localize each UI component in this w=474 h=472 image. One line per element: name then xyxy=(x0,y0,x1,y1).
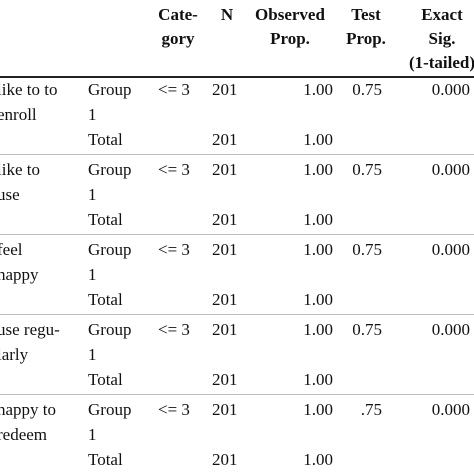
group-label: 1 xyxy=(88,425,97,444)
total-observed-cell: 1.00 xyxy=(303,210,333,229)
group-label: 1 xyxy=(88,345,97,364)
test-cell: .75 xyxy=(360,400,382,419)
total-label: Total xyxy=(88,290,123,309)
group-label: Group xyxy=(88,160,132,179)
header-cell: Exact xyxy=(421,5,463,24)
category-cell: <= 3 xyxy=(158,240,190,259)
group-label: Group xyxy=(88,80,132,99)
row-rule xyxy=(0,314,474,315)
row-rule xyxy=(0,76,474,78)
row-label: use xyxy=(0,185,20,204)
row-label: enroll xyxy=(0,105,37,124)
group-label: 1 xyxy=(88,185,97,204)
group-label: 1 xyxy=(88,265,97,284)
total-label: Total xyxy=(88,210,123,229)
category-cell: <= 3 xyxy=(158,320,190,339)
header-cell: Sig. xyxy=(428,29,456,48)
total-observed-cell: 1.00 xyxy=(303,450,333,469)
total-label: Total xyxy=(88,130,123,149)
row-rule xyxy=(0,394,474,395)
exact-cell: 0.000 xyxy=(431,400,470,419)
exact-cell: 0.000 xyxy=(431,80,470,99)
row-label: happy to xyxy=(0,400,57,419)
row-label: happy xyxy=(0,265,39,284)
total-n-cell: 201 xyxy=(212,130,238,149)
n-cell: 201 xyxy=(212,400,238,419)
category-cell: <= 3 xyxy=(158,80,190,99)
total-n-cell: 201 xyxy=(212,370,238,389)
header-cell: Test xyxy=(351,5,381,24)
n-cell: 201 xyxy=(212,320,238,339)
total-n-cell: 201 xyxy=(212,210,238,229)
total-observed-cell: 1.00 xyxy=(303,290,333,309)
row-label: like to to xyxy=(0,80,58,99)
row-rule xyxy=(0,154,474,155)
observed-cell: 1.00 xyxy=(303,160,333,179)
exact-cell: 0.000 xyxy=(431,160,470,179)
total-label: Total xyxy=(88,450,123,469)
observed-cell: 1.00 xyxy=(303,400,333,419)
row-label: larly xyxy=(0,345,29,364)
total-n-cell: 201 xyxy=(212,450,238,469)
group-label: Group xyxy=(88,400,132,419)
n-cell: 201 xyxy=(212,240,238,259)
header-cell: N xyxy=(220,5,234,24)
header-cell: Prop. xyxy=(346,29,386,48)
test-cell: 0.75 xyxy=(352,320,382,339)
test-cell: 0.75 xyxy=(352,240,382,259)
total-n-cell: 201 xyxy=(212,290,238,309)
category-cell: <= 3 xyxy=(158,400,190,419)
group-label: 1 xyxy=(88,105,97,124)
total-observed-cell: 1.00 xyxy=(303,130,333,149)
n-cell: 201 xyxy=(212,80,238,99)
observed-cell: 1.00 xyxy=(303,240,333,259)
group-label: Group xyxy=(88,320,132,339)
header-cell: (1-tailed) xyxy=(408,53,474,72)
header-cell: gory xyxy=(161,29,195,48)
total-observed-cell: 1.00 xyxy=(303,370,333,389)
test-cell: 0.75 xyxy=(352,80,382,99)
exact-cell: 0.000 xyxy=(431,320,470,339)
row-rule xyxy=(0,234,474,235)
row-label: redeem xyxy=(0,425,48,444)
n-cell: 201 xyxy=(212,160,238,179)
exact-cell: 0.000 xyxy=(431,240,470,259)
test-cell: 0.75 xyxy=(352,160,382,179)
header-cell: Cate- xyxy=(158,5,198,24)
observed-cell: 1.00 xyxy=(303,320,333,339)
category-cell: <= 3 xyxy=(158,160,190,179)
header-cell: Prop. xyxy=(270,29,310,48)
row-label: feel xyxy=(0,240,23,259)
total-label: Total xyxy=(88,370,123,389)
group-label: Group xyxy=(88,240,132,259)
row-label: like to xyxy=(0,160,40,179)
header-cell: Observed xyxy=(255,5,325,24)
observed-cell: 1.00 xyxy=(303,80,333,99)
row-label: use regu- xyxy=(0,320,60,339)
